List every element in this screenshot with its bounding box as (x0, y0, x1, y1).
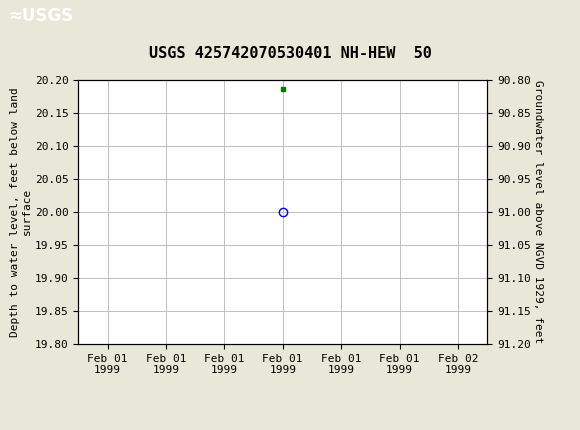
Text: USGS 425742070530401 NH-HEW  50: USGS 425742070530401 NH-HEW 50 (148, 46, 432, 61)
Text: ≈USGS: ≈USGS (9, 7, 74, 25)
Y-axis label: Depth to water level, feet below land
surface: Depth to water level, feet below land su… (10, 87, 32, 337)
Y-axis label: Groundwater level above NGVD 1929, feet: Groundwater level above NGVD 1929, feet (534, 80, 543, 344)
